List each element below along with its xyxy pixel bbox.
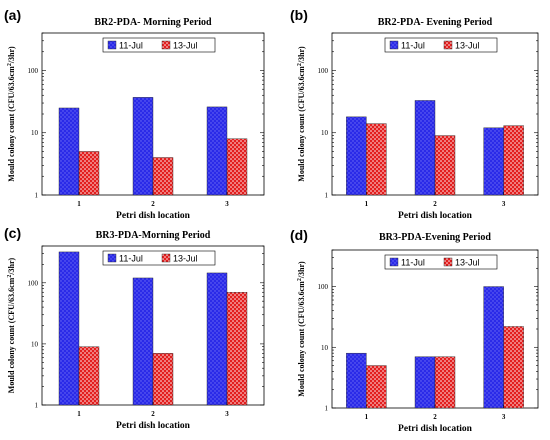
legend-swatch-2	[443, 257, 453, 267]
x-tick-label: 1	[365, 413, 369, 421]
legend-box	[384, 37, 498, 53]
bar-series2-cat-2	[152, 157, 174, 196]
bar-series1-cat-1	[346, 116, 367, 196]
chart-panel-1: (a) BR2-PDA- Morning Period 1 10 100 Mould co…	[4, 7, 265, 221]
y-axis-label: Mould colony count (CFU/63.6cm2/3hr)	[7, 257, 16, 393]
legend-box	[102, 37, 216, 53]
x-tick-label: 1	[77, 410, 81, 418]
chart-panel-4: (d) BR3-PDA-Evening Period 1 10 100 Mould col…	[290, 227, 539, 434]
bar-series1-cat-1	[58, 251, 80, 406]
y-tick-label: 10	[31, 129, 39, 137]
bar-series1-cat-3	[206, 106, 228, 196]
y-axis-label: Mould colony count (CFU/63.6cm2/3hr)	[297, 46, 306, 182]
chart-title: BR3-PDA-Evening Period	[379, 232, 491, 243]
bar-series1-cat-3	[483, 286, 504, 409]
bar-series2-cat-3	[226, 292, 248, 406]
chart-panel-3: (c) BR3-PDA-Morning Period 1 10 100 Mould col…	[4, 225, 265, 431]
y-tick-label: 1	[325, 405, 329, 413]
panel-letter: (b)	[290, 7, 308, 23]
legend-swatch-2	[161, 253, 171, 263]
bar-series1-cat-3	[206, 272, 228, 406]
legend-box	[384, 254, 498, 270]
bar-series2-cat-3	[503, 125, 524, 196]
panel-letter: (d)	[290, 227, 308, 243]
bar-series2-cat-1	[78, 151, 100, 196]
bar-series2-cat-3	[226, 138, 248, 196]
y-tick-label: 1	[325, 192, 329, 200]
panel-letter: (a)	[4, 7, 21, 23]
legend-label-1: 11-Jul	[401, 258, 425, 268]
bar-series2-cat-2	[152, 353, 174, 406]
x-axis-label: Petri dish location	[398, 211, 473, 221]
legend-label-1: 11-Jul	[119, 41, 143, 51]
legend-label-2: 13-Jul	[455, 258, 480, 268]
chart-title: BR2-PDA- Morning Period	[94, 17, 212, 28]
chart-title: BR2-PDA- Evening Period	[378, 17, 493, 28]
bar-series2-cat-1	[366, 365, 387, 409]
x-tick-label: 3	[225, 410, 229, 418]
bar-series2-cat-2	[434, 356, 456, 409]
y-tick-label: 100	[28, 67, 39, 75]
x-tick-label: 3	[502, 413, 506, 421]
y-tick-label: 1	[35, 192, 39, 200]
y-tick-label: 100	[28, 279, 39, 287]
x-tick-label: 3	[225, 200, 229, 208]
legend-label-2: 13-Jul	[173, 254, 198, 264]
bar-series1-cat-2	[414, 356, 436, 409]
legend-label-1: 11-Jul	[401, 41, 425, 51]
legend-swatch-2	[161, 40, 171, 50]
y-tick-label: 10	[321, 129, 329, 137]
y-axis-label: Mould colony count (CFU/63.6cm2/3hr)	[297, 261, 306, 397]
x-tick-label: 1	[77, 200, 81, 208]
bar-series2-cat-2	[434, 135, 456, 196]
legend-swatch-1	[389, 40, 399, 50]
legend-box	[102, 250, 216, 266]
x-tick-label: 2	[151, 200, 155, 208]
bar-series2-cat-3	[503, 326, 524, 409]
y-tick-label: 10	[321, 344, 329, 352]
bar-series1-cat-1	[346, 352, 367, 409]
x-tick-label: 2	[433, 200, 437, 208]
bar-series1-cat-1	[58, 107, 80, 196]
y-tick-label: 100	[318, 67, 329, 75]
x-axis-label: Petri dish location	[116, 211, 191, 221]
legend-label-2: 13-Jul	[173, 41, 198, 51]
bar-series2-cat-1	[78, 346, 100, 406]
y-tick-label: 1	[35, 402, 39, 410]
x-tick-label: 2	[433, 413, 437, 421]
chart-title: BR3-PDA-Morning Period	[96, 230, 211, 241]
x-axis-label: Petri dish location	[116, 421, 191, 431]
legend-swatch-2	[443, 40, 453, 50]
y-tick-label: 100	[318, 283, 329, 291]
legend-swatch-1	[389, 257, 399, 267]
legend-label-1: 11-Jul	[119, 254, 143, 264]
bar-series2-cat-1	[366, 123, 387, 196]
y-axis-label: Mould colony count (CFU/63.6cm2/3hr)	[7, 46, 16, 182]
x-axis-label: Petri dish location	[398, 424, 473, 434]
legend-label-2: 13-Jul	[455, 41, 480, 51]
legend-swatch-1	[107, 40, 117, 50]
bar-series1-cat-2	[132, 97, 154, 196]
x-tick-label: 2	[151, 410, 155, 418]
x-tick-label: 1	[365, 200, 369, 208]
bar-series1-cat-2	[132, 277, 154, 406]
bar-series1-cat-3	[483, 127, 504, 196]
bar-series1-cat-2	[414, 100, 436, 196]
y-tick-label: 10	[31, 340, 39, 348]
legend-swatch-1	[107, 253, 117, 263]
x-tick-label: 3	[502, 200, 506, 208]
chart-panel-2: (b) BR2-PDA- Evening Period 1 10 100 Mould co…	[290, 7, 539, 221]
panel-letter: (c)	[4, 225, 21, 241]
